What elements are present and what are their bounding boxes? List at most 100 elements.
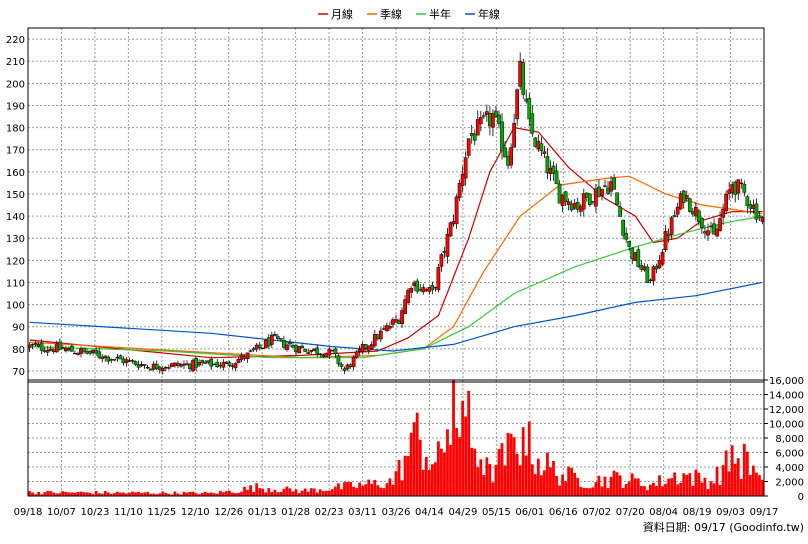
volume-bar <box>28 491 31 496</box>
volume-bar <box>327 490 331 496</box>
candle-down <box>697 210 701 222</box>
candle-up <box>436 267 441 291</box>
volume-bar <box>479 459 483 496</box>
volume-bar <box>55 493 59 496</box>
volume-bar <box>167 493 171 496</box>
candle-down <box>612 177 616 190</box>
candle-down <box>618 206 622 217</box>
x-tick-label: 11/25 <box>147 507 176 518</box>
legend-label-3: 年線 <box>478 7 500 21</box>
volume-bar <box>118 492 122 496</box>
candle-up <box>279 338 283 340</box>
volume-bar <box>176 493 180 496</box>
volume-bar <box>567 466 571 496</box>
volume-bar <box>555 475 558 496</box>
candle-down <box>569 203 574 211</box>
volume-bar <box>31 492 34 496</box>
volume-bar <box>543 470 546 496</box>
volume-bar <box>379 487 383 496</box>
candle-down <box>621 219 626 236</box>
volume-bar <box>355 488 359 496</box>
volume-bar <box>721 465 725 496</box>
candle-down <box>748 204 753 209</box>
x-tick-label: 02/23 <box>315 507 344 518</box>
volume-bar <box>252 492 256 496</box>
price-tick-label: 180 <box>6 124 25 135</box>
volume-bar <box>137 491 140 496</box>
volume-bar <box>700 482 704 496</box>
x-tick-label: 07/20 <box>616 507 645 518</box>
candle-up <box>173 362 177 367</box>
candle-up <box>179 364 183 367</box>
volume-bar <box>43 492 47 496</box>
volume-bar <box>742 443 746 496</box>
volume-bar <box>170 494 174 496</box>
candle-down <box>527 98 532 120</box>
candle-up <box>669 217 674 235</box>
volume-bar <box>685 474 689 496</box>
candle-up <box>491 113 495 128</box>
volume-bar <box>185 492 189 496</box>
candle-down <box>118 355 123 360</box>
volume-bar <box>209 492 213 496</box>
candle-up <box>327 348 332 356</box>
volume-bar <box>158 493 162 496</box>
candle-up <box>263 339 268 349</box>
volume-bar <box>412 422 416 496</box>
candle-up <box>312 348 317 351</box>
volume-bar <box>697 472 701 496</box>
candle-down <box>563 191 568 202</box>
volume-bar <box>615 472 619 496</box>
candle-down <box>375 334 380 340</box>
candle-up <box>233 363 238 369</box>
candle-down <box>215 361 220 368</box>
volume-bar <box>297 493 301 496</box>
candle-up <box>675 206 680 215</box>
volume-bar <box>224 491 228 496</box>
x-tick-label: 08/19 <box>683 507 712 518</box>
candle-up <box>36 344 41 347</box>
candle-up <box>509 147 513 166</box>
volume-bar <box>128 492 131 496</box>
candle-down <box>336 355 341 365</box>
candle-down <box>539 143 544 152</box>
volume-bar <box>131 491 134 496</box>
candle-down <box>754 203 759 220</box>
candle-up <box>324 352 329 358</box>
volume-bar <box>758 475 761 496</box>
candle-down <box>636 249 641 267</box>
volume-bar <box>751 465 755 496</box>
volume-bar <box>521 427 525 496</box>
candle-down <box>615 192 619 205</box>
volume-bar <box>76 492 80 496</box>
volume-bar <box>533 474 537 496</box>
candle-up <box>54 343 59 353</box>
data-date-footer: 資料日期: 09/17 (Goodinfo.tw) <box>643 520 804 534</box>
volume-bar <box>276 492 280 496</box>
candle-up <box>285 344 289 350</box>
candle-down <box>321 355 326 357</box>
x-tick-label: 06/16 <box>549 507 578 518</box>
candle-down <box>363 344 368 349</box>
volume-bar <box>748 474 752 496</box>
volume-bar <box>679 482 683 496</box>
volume-bar <box>264 492 268 496</box>
volume-bar <box>343 482 346 496</box>
price-tick-label: 160 <box>6 168 25 179</box>
volume-bar <box>270 491 274 496</box>
candle-down <box>163 367 168 369</box>
volume-bar <box>482 475 486 496</box>
volume-bar <box>527 421 531 496</box>
candle-down <box>545 156 550 174</box>
candle-down <box>712 223 716 235</box>
volume-bar <box>106 492 110 496</box>
candle-up <box>182 363 186 366</box>
x-tick-label: 10/23 <box>80 507 109 518</box>
volume-bar <box>237 492 240 496</box>
candle-down <box>430 284 435 290</box>
candle-down <box>551 165 556 174</box>
volume-bar <box>461 400 465 496</box>
candle-up <box>542 151 547 154</box>
volume-bar <box>358 482 362 496</box>
volume-bar <box>100 493 104 496</box>
